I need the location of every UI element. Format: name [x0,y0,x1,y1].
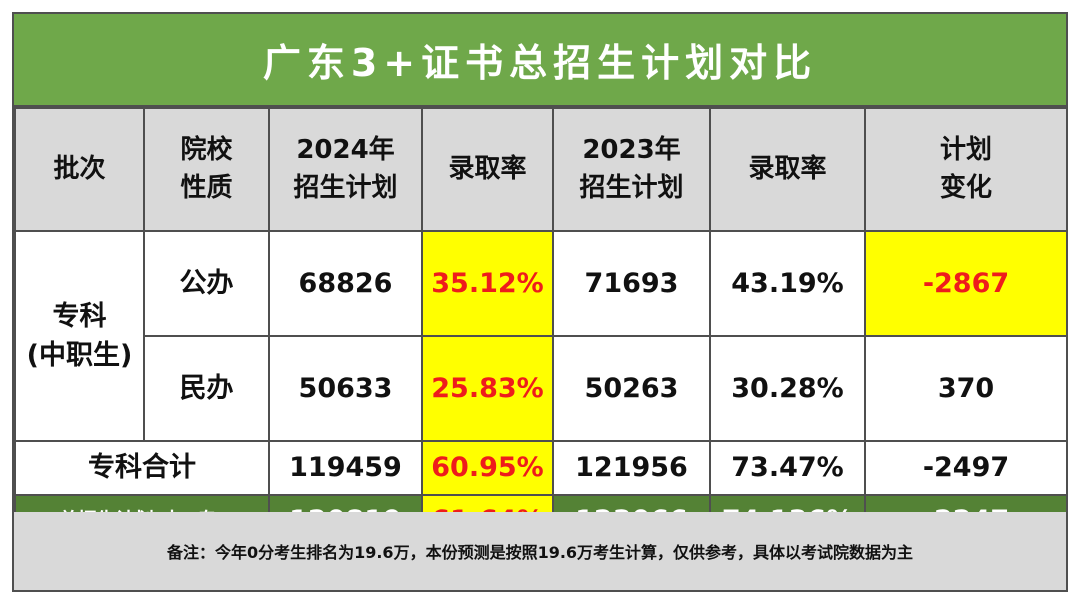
subtotal-row: 专科合计 119459 60.95% 121956 73.47% -2497 [14,440,1068,496]
rate-2023-cell: 43.19% [709,230,866,337]
subtotal-rate-2024: 60.95% [421,440,554,496]
school-type-cell: 公办 [143,230,270,337]
school-type-cell: 民办 [143,335,270,442]
footnote: 备注：今年0分考生排名为19.6万，本份预测是按照19.6万考生计算，仅供参考，… [14,512,1066,590]
header-plan-2023: 2023年 招生计划 [552,107,711,232]
header-rate-2023: 录取率 [709,107,866,232]
rate-2024-cell: 35.12% [421,230,554,337]
header-change: 计划 变化 [864,107,1068,232]
rate-2023-cell: 30.28% [709,335,866,442]
rate-2024-cell: 25.83% [421,335,554,442]
plan-2024-cell: 68826 [268,230,423,337]
subtotal-change: -2497 [864,440,1068,496]
plan-2023-cell: 71693 [552,230,711,337]
header-school-type: 院校 性质 [143,107,270,232]
plan-2024-cell: 50633 [268,335,423,442]
plan-2023-cell: 50263 [552,335,711,442]
batch-cell: 专科 (中职生) [14,230,145,442]
subtotal-plan-2023: 121956 [552,440,711,496]
comparison-table: 批次 院校 性质 2024年 招生计划 录取率 2023年 招生计划 录取率 计划 变化… [14,107,1068,548]
change-cell: -2867 [864,230,1068,337]
table-row: 专科 (中职生) 公办 68826 35.12% 71693 43.19% -28… [14,230,1068,442]
subtotal-label: 专科合计 [14,440,270,496]
header-batch: 批次 [14,107,145,232]
header-plan-2024: 2024年 招生计划 [268,107,423,232]
change-cell: 370 [864,335,1068,442]
table-row: 民办 50633 25.83% 50263 30.28% 370 [15,335,1068,442]
subtotal-plan-2024: 119459 [268,440,423,496]
comparison-table-card: 广东3+证书总招生计划对比 批次 院校 性质 2024年 招生计划 录取率 2023… [12,12,1068,592]
page-title: 广东3+证书总招生计划对比 [14,14,1066,107]
header-row: 批次 院校 性质 2024年 招生计划 录取率 2023年 招生计划 录取率 计划 变化 [14,107,1068,232]
header-rate-2024: 录取率 [421,107,554,232]
subtotal-rate-2023: 73.47% [709,440,866,496]
